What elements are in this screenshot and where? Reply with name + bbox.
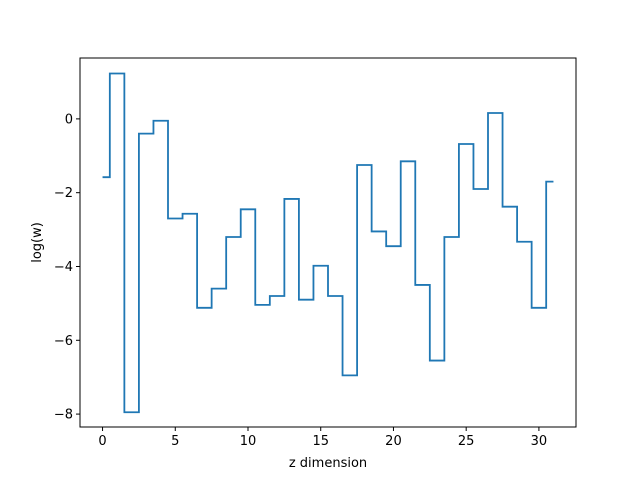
y-tick-label: −4 [54,260,73,275]
plot-frame [79,57,577,428]
x-tick-label: 15 [312,434,329,449]
y-tick-label: 0 [65,112,73,127]
y-tick-label: −2 [54,186,73,201]
x-tick-label: 5 [171,434,179,449]
y-axis-label: log(w) [30,222,45,263]
x-tick-label: 0 [98,434,106,449]
y-tick-label: −6 [54,334,73,349]
x-tick-label: 30 [531,434,548,449]
series-line-0 [102,72,554,414]
x-axis-label: z dimension [289,456,367,471]
x-tick-label: 10 [240,434,257,449]
x-tick-label: 20 [385,434,402,449]
y-tick-label: −8 [54,408,73,423]
x-tick-label: 25 [458,434,475,449]
